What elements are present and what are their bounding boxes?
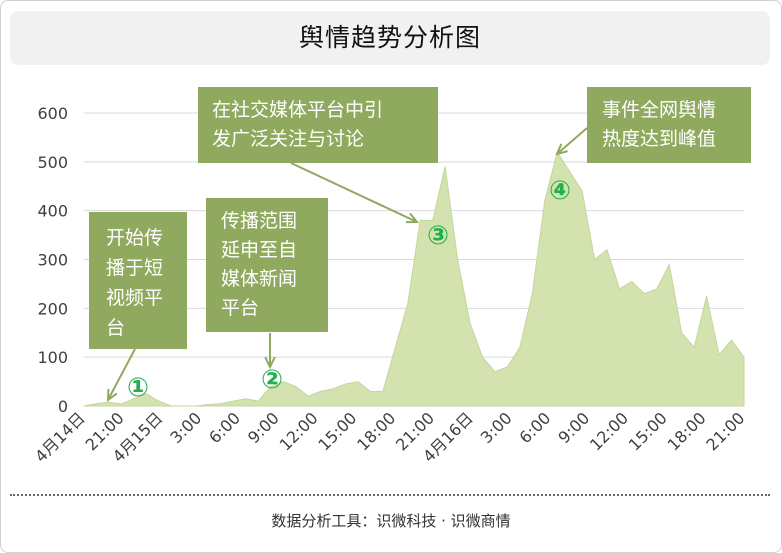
x-tick-label: 21:00 [702,408,748,454]
callout-text-line: 延申至自 [221,239,297,261]
callout-text-line: 开始传 [106,227,163,249]
callout-arrow-line [107,348,136,401]
y-axis-ticks: 0 100 200 300 400 500 600 [37,104,68,416]
x-tick-label: 15:00 [314,408,360,454]
callout-box [206,198,328,332]
y-tick-label: 400 [37,202,68,221]
x-tick-label: 12:00 [586,408,632,454]
callout-arrow-line [290,162,418,223]
callout-text-line: 媒体新闻 [221,268,297,290]
circled-number-marker: ① [127,373,149,403]
callout-text-line: 视频平 [106,287,163,309]
circled-number-marker: ② [261,365,283,395]
callout-arrow-head [106,388,118,403]
callout-box [198,87,438,163]
x-tick-label: 3:00 [477,408,516,447]
callout-text-line: 播于短 [106,257,163,279]
x-tick-label: 12:00 [276,408,322,454]
callout-arrow-head [555,143,568,156]
y-tick-label: 200 [37,299,68,318]
circled-number-marker: ③ [427,221,449,251]
x-tick-label: 4月14日 [31,408,89,466]
series-area-path [83,150,745,407]
callout-text-line: 平台 [221,297,259,319]
x-tick-label: 6:00 [205,408,244,447]
callout-arrow-head [264,356,276,370]
x-tick-label: 15:00 [625,408,671,454]
callout-text-line: 发广泛关注与讨论 [212,128,364,150]
y-tick-label: 100 [37,348,68,367]
x-tick-label: 6:00 [516,408,555,447]
title-bar: 舆情趋势分析图 [10,11,770,65]
callout-arrow-line [556,127,588,155]
y-tick-label: 600 [37,104,68,123]
y-tick-label: 300 [37,251,68,270]
callout-text-line: 热度达到峰值 [602,128,716,150]
callout-box [587,87,751,163]
callout-arrow-head [405,212,420,224]
y-tick-label: 0 [58,397,68,416]
callout-text-line: 传播范围 [221,210,297,232]
callout-text-line: 台 [106,317,125,339]
circled-number-marker: ④ [549,176,571,206]
footer-credit: 数据分析工具：识微科技 · 识微商情 [271,512,511,530]
x-tick-label: 18:00 [664,408,710,454]
x-tick-label: 3:00 [166,408,205,447]
callout-text-line: 在社交媒体平台中引 [212,99,383,121]
callout-box [89,212,187,349]
callout-text-line: 事件全网舆情 [602,99,716,121]
series-area [83,150,745,407]
chart-title: 舆情趋势分析图 [298,23,481,52]
footer-divider [10,494,770,496]
y-tick-label: 500 [37,153,68,172]
x-tick-label: 18:00 [353,408,399,454]
